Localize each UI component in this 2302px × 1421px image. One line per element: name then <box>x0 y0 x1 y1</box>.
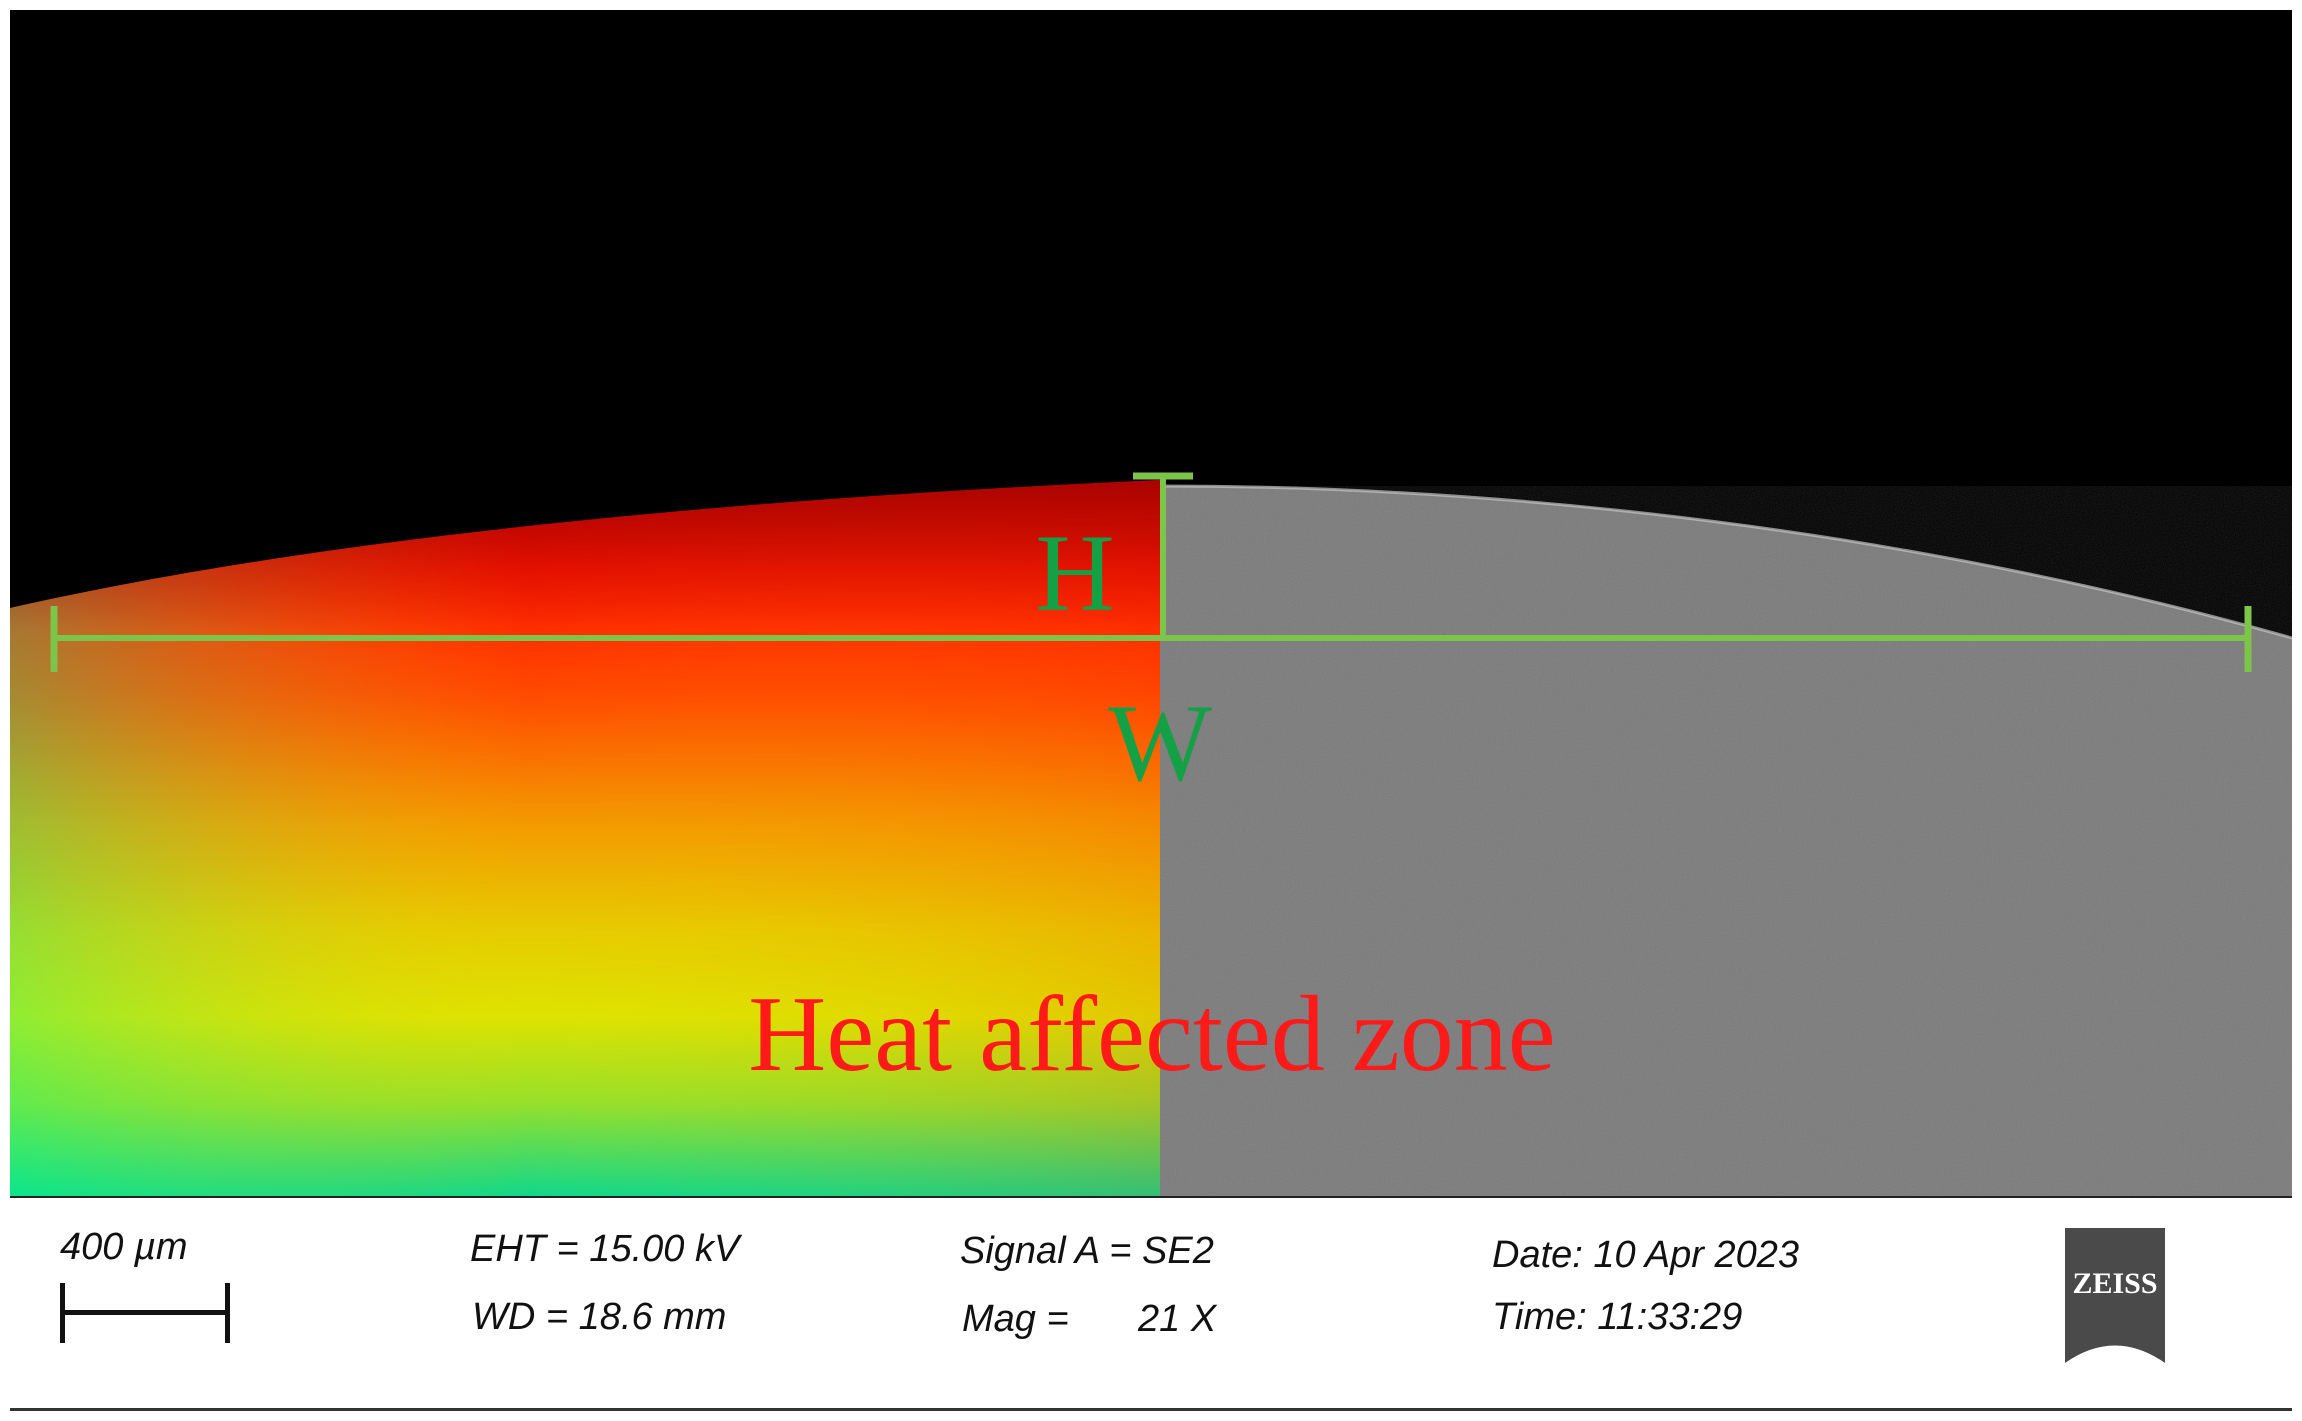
eht-value: EHT = 15.00 kV <box>470 1228 740 1270</box>
scale-bar-label: 400 µm <box>60 1226 188 1268</box>
width-label: W <box>1108 682 1212 804</box>
sem-image-canvas: H W Heat affected zone <box>10 10 2292 1196</box>
heat-affected-zone-label: Heat affected zone <box>748 975 1555 1094</box>
height-label: H <box>1035 512 1114 634</box>
working-distance-value: WD = 18.6 mm <box>472 1296 727 1338</box>
sem-micrograph: H W Heat affected zone <box>10 10 2292 1196</box>
capture-time: Time: 11:33:29 <box>1492 1296 1743 1338</box>
svg-text:ZEISS: ZEISS <box>2072 1267 2157 1300</box>
scale-bar <box>60 1283 230 1343</box>
magnification-value: 21 X <box>1138 1298 1217 1340</box>
capture-date: Date: 10 Apr 2023 <box>1492 1234 1800 1276</box>
sem-info-bar: 400 µm EHT = 15.00 kV WD = 18.6 mm Signa… <box>10 1196 2292 1411</box>
signal-value: Signal A = SE2 <box>960 1230 1214 1272</box>
magnification-label: Mag = <box>962 1298 1069 1340</box>
zeiss-logo-icon: ZEISS <box>2065 1228 2165 1363</box>
